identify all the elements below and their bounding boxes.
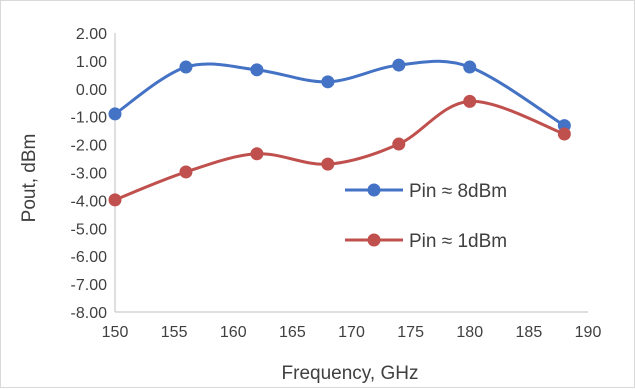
y-tick-label: 2.00: [76, 26, 107, 43]
y-tick-label: 0.00: [76, 82, 107, 99]
x-tick-label: 185: [516, 324, 543, 341]
legend: Pin ≈ 8dBm Pin ≈ 1dBm: [345, 181, 507, 252]
y-tick-label: -2.00: [71, 138, 108, 155]
legend-label: Pin ≈ 8dBm: [409, 181, 507, 202]
data-point-marker: [392, 137, 406, 151]
data-point-marker: [179, 165, 193, 179]
data-point-marker: [463, 60, 477, 74]
x-tick-labels: 150 155 160 165 170 175 180 185 190: [102, 324, 602, 341]
x-tick-label: 190: [575, 324, 602, 341]
y-tick-label: -8.00: [71, 305, 108, 322]
x-tick-label: 150: [102, 324, 129, 341]
x-tick-label: 165: [279, 324, 306, 341]
data-point-marker: [463, 94, 477, 108]
x-axis-title: Frequency, GHz: [282, 363, 419, 384]
data-point-marker: [557, 127, 571, 141]
data-point-marker: [250, 63, 264, 77]
axes: [114, 33, 588, 313]
x-tick-label: 155: [161, 324, 188, 341]
x-tick-label: 160: [220, 324, 247, 341]
y-axis-title: Pout, dBm: [19, 134, 40, 223]
data-point-marker: [108, 193, 122, 207]
y-tick-label: -3.00: [71, 166, 108, 183]
y-tick-labels: 2.00 1.00 0.00 -1.00 -2.00 -3.00 -4.00 -5.00 -6.…: [71, 26, 108, 322]
y-tick-label: 1.00: [76, 54, 107, 71]
data-point-marker: [108, 107, 122, 121]
y-tick-label: -7.00: [71, 277, 108, 294]
legend-swatch-marker: [367, 233, 381, 247]
x-tick-label: 175: [397, 324, 424, 341]
y-tick-label: -6.00: [71, 249, 108, 266]
y-tick-label: -4.00: [71, 193, 108, 210]
x-tick-label: 170: [338, 324, 365, 341]
y-tick-label: -1.00: [71, 110, 108, 127]
legend-label: Pin ≈ 1dBm: [409, 231, 507, 252]
data-point-marker: [250, 147, 264, 161]
data-point-marker: [392, 58, 406, 72]
series-lines: [108, 58, 571, 207]
y-tick-label: -5.00: [71, 221, 108, 238]
x-tick-label: 180: [456, 324, 483, 341]
data-point-marker: [321, 157, 335, 171]
data-point-marker: [179, 60, 193, 74]
data-point-marker: [321, 75, 335, 89]
legend-swatch-marker: [367, 183, 381, 197]
